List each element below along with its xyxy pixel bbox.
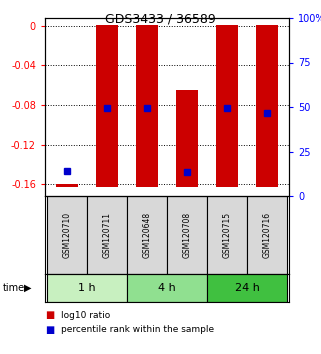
Text: GSM120715: GSM120715 (222, 212, 231, 258)
Text: ■: ■ (45, 325, 54, 335)
Text: GSM120648: GSM120648 (143, 212, 152, 258)
Bar (56, 184, 78, 187)
Text: time: time (3, 283, 25, 293)
Bar (87, 196, 127, 274)
Bar (167, 196, 207, 274)
Bar (47, 274, 127, 302)
Bar (127, 196, 167, 274)
Text: 4 h: 4 h (158, 283, 176, 293)
Text: log10 ratio: log10 ratio (61, 310, 110, 320)
Text: GDS3433 / 36589: GDS3433 / 36589 (105, 12, 216, 25)
Bar (207, 274, 287, 302)
Bar (207, 196, 247, 274)
Text: ▶: ▶ (23, 283, 31, 293)
Bar (216, 25, 238, 187)
Bar (127, 274, 207, 302)
Text: GSM120708: GSM120708 (183, 212, 192, 258)
Bar (136, 25, 158, 187)
Text: 1 h: 1 h (78, 283, 96, 293)
Text: GSM120711: GSM120711 (102, 212, 111, 258)
Text: percentile rank within the sample: percentile rank within the sample (61, 325, 214, 335)
Text: GSM120710: GSM120710 (63, 212, 72, 258)
Bar (247, 196, 287, 274)
Bar (96, 25, 118, 187)
Text: 24 h: 24 h (235, 283, 259, 293)
Text: ■: ■ (45, 310, 54, 320)
Bar (176, 90, 198, 187)
Bar (256, 25, 278, 187)
Bar (47, 196, 87, 274)
Text: GSM120716: GSM120716 (263, 212, 272, 258)
